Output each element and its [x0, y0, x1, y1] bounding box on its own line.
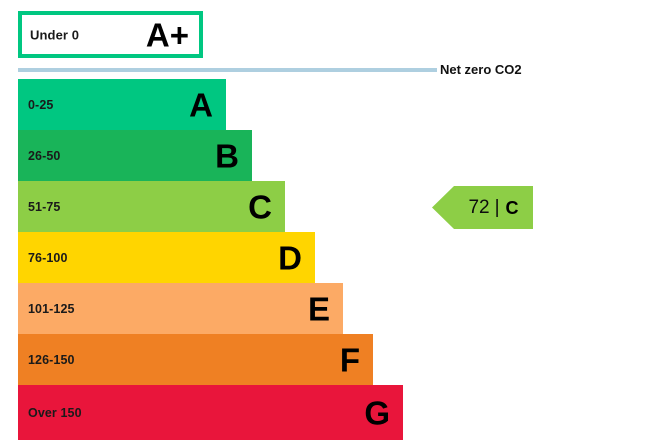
- band-range-label-e: 101-125: [28, 301, 75, 316]
- band-range-label-aplus: Under 0: [30, 27, 80, 42]
- band-letter-e: E: [307, 290, 330, 327]
- net-zero-reference-label: Net zero CO2: [440, 62, 522, 77]
- band-row-aplus: Under 0 A+: [18, 11, 203, 58]
- arrow-shape-icon: [432, 186, 533, 229]
- band-row-a: 0-25 A: [18, 79, 226, 130]
- band-range-label-a: 0-25: [28, 97, 54, 112]
- band-range-label-g: Over 150: [28, 405, 82, 420]
- band-letter-g: G: [364, 394, 390, 431]
- band-range-label-b: 26-50: [28, 148, 61, 163]
- band-row-f: 126-150 F: [18, 334, 373, 385]
- band-letter-a: A: [189, 86, 213, 123]
- band-range-label-f: 126-150: [28, 352, 75, 367]
- current-rating-arrow: 72 | C: [432, 186, 533, 229]
- band-letter-f: F: [339, 341, 360, 378]
- band-letter-d: D: [278, 239, 302, 276]
- net-zero-reference-line: [18, 68, 437, 72]
- band-row-b: 26-50 B: [18, 130, 252, 181]
- band-letter-aplus: A+: [145, 16, 189, 53]
- band-row-g: Over 150 G: [18, 385, 403, 440]
- band-range-label-c: 51-75: [28, 199, 61, 214]
- band-row-e: 101-125 E: [18, 283, 343, 334]
- band-row-d: 76-100 D: [18, 232, 315, 283]
- band-row-c: 51-75 C: [18, 181, 285, 232]
- band-range-label-d: 76-100: [28, 250, 68, 265]
- band-letter-c: C: [248, 188, 272, 225]
- band-letter-b: B: [215, 137, 239, 174]
